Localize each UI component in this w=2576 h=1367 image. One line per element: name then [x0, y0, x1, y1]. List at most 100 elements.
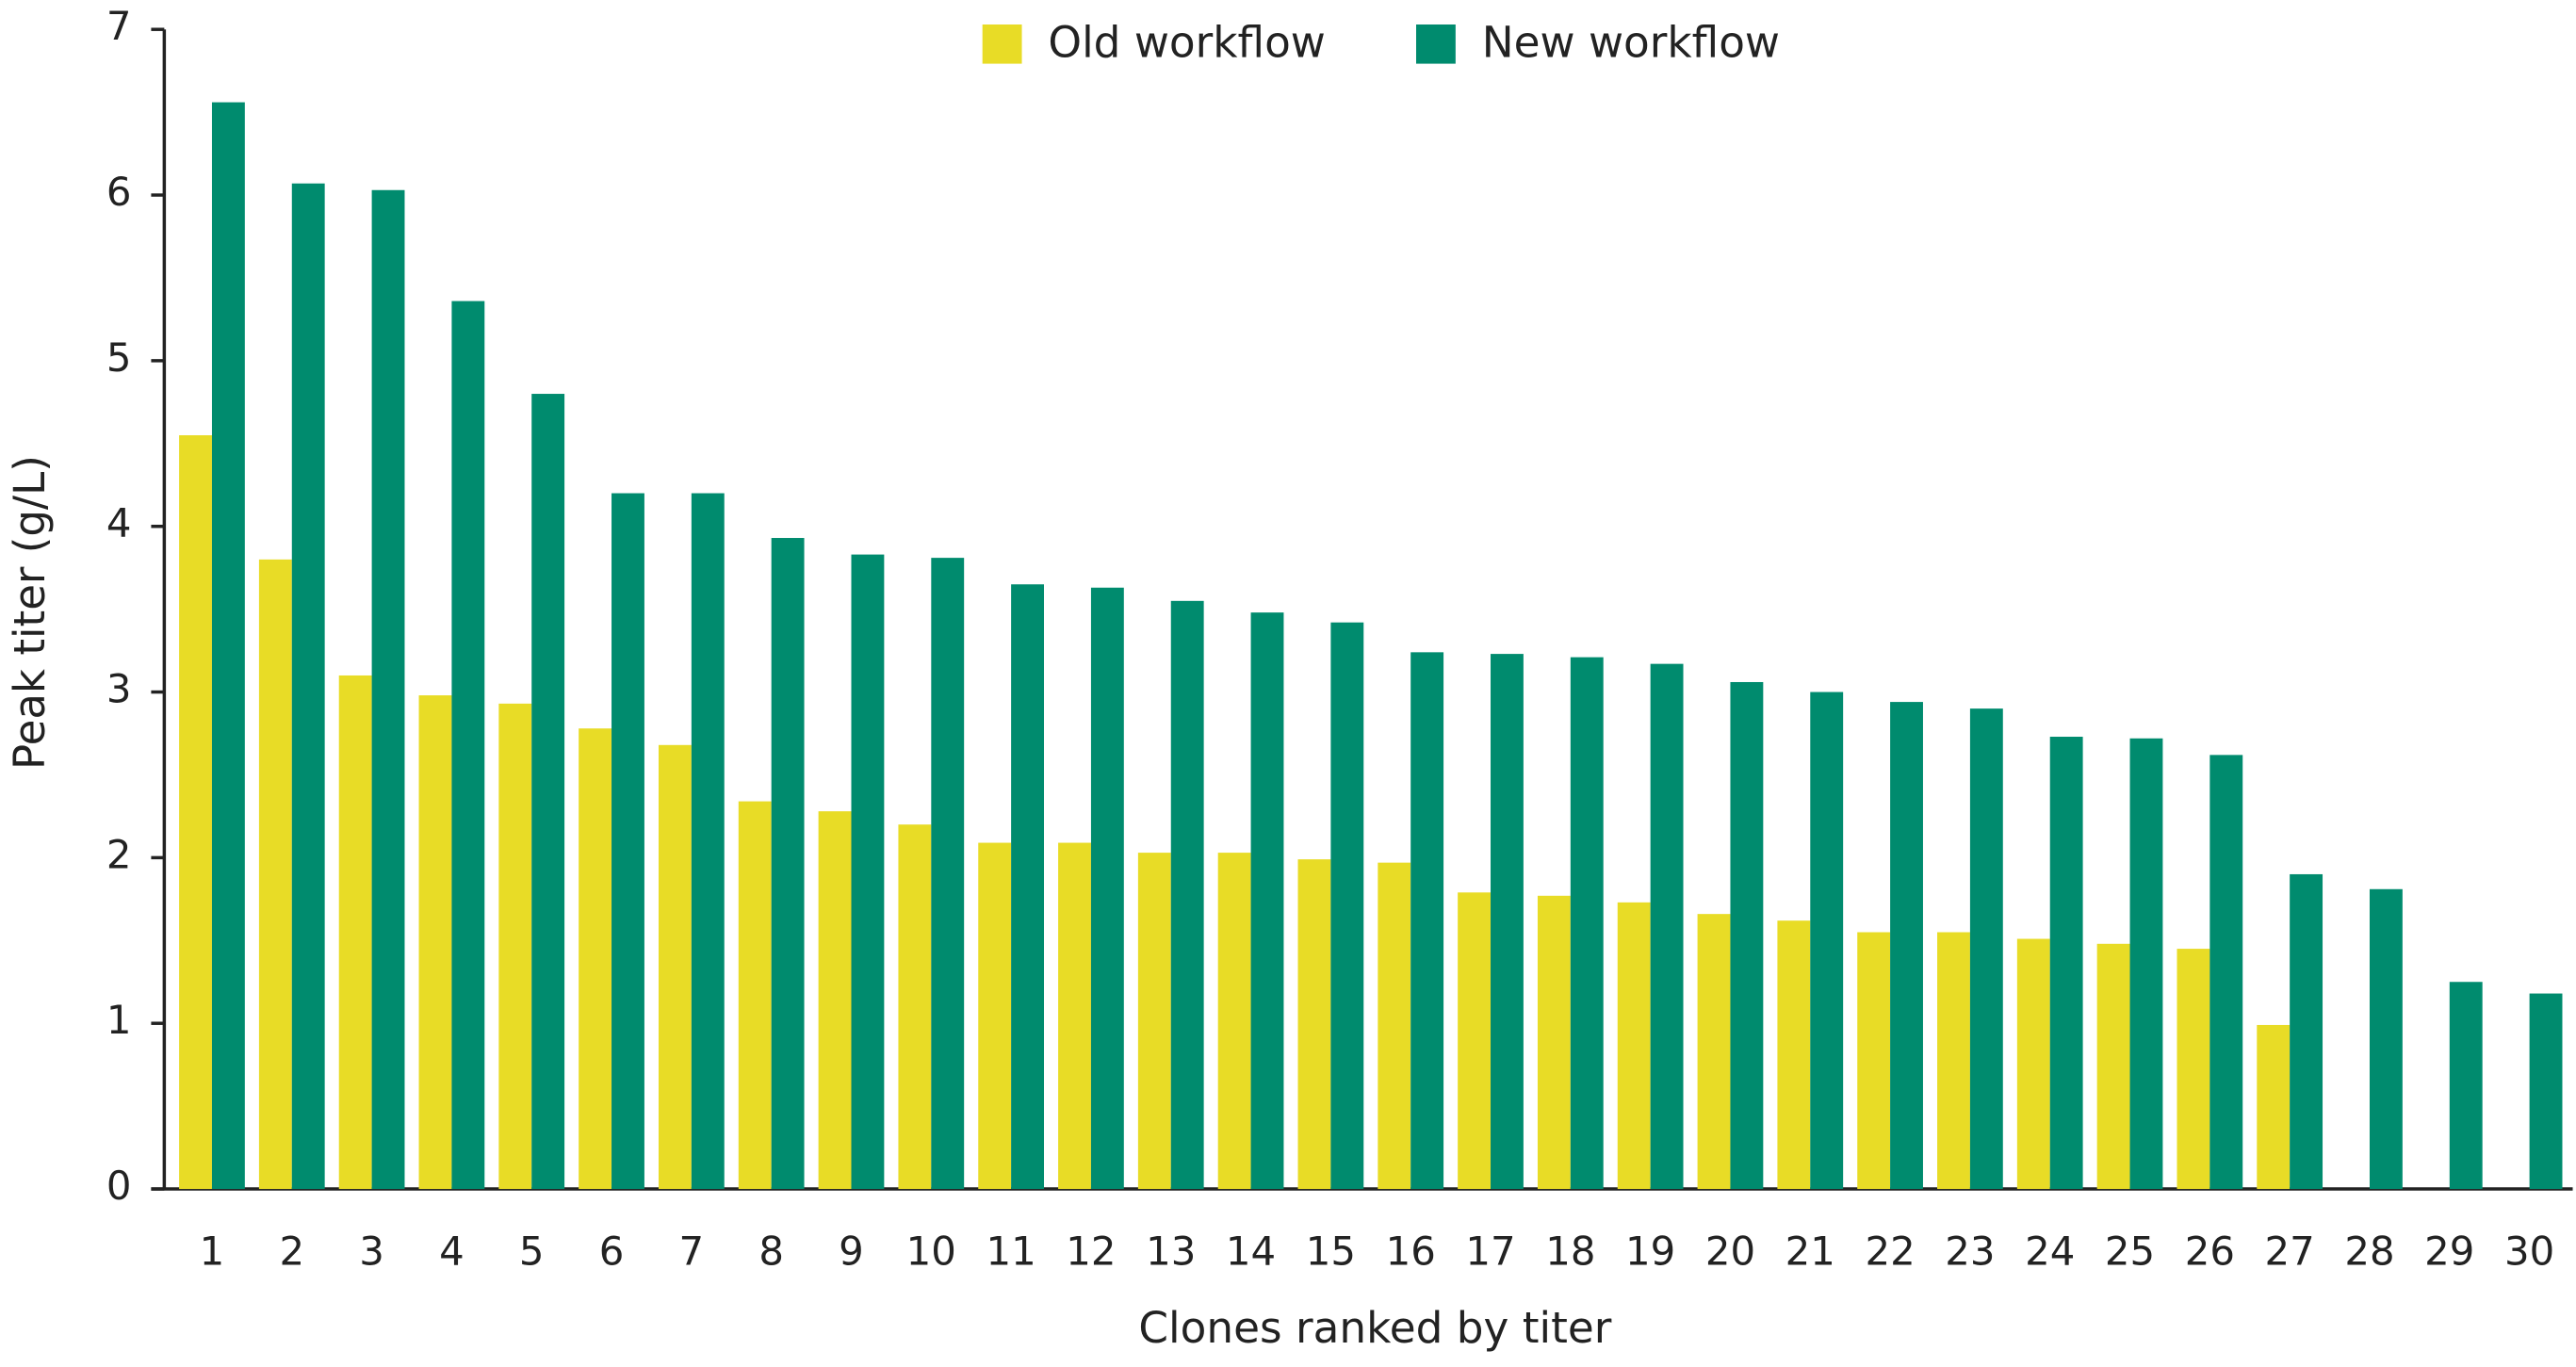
x-tick-label: 10	[906, 1228, 956, 1274]
x-tick-label: 24	[2025, 1228, 2075, 1274]
bar	[418, 695, 452, 1190]
bar	[1011, 584, 1044, 1190]
bar	[931, 558, 965, 1190]
x-tick-label: 15	[1306, 1228, 1356, 1274]
x-tick-label: 30	[2504, 1228, 2554, 1274]
y-axis-title: Peak titer (g/L)	[5, 455, 55, 770]
x-tick-label: 13	[1146, 1228, 1196, 1274]
bar	[738, 801, 772, 1190]
x-tick-label: 26	[2185, 1228, 2235, 1274]
bar	[1890, 702, 1923, 1190]
bar	[2449, 982, 2483, 1190]
x-tick-label: 3	[359, 1228, 384, 1274]
legend-label: Old workflow	[1048, 18, 1325, 68]
bar	[1537, 895, 1571, 1190]
bar	[851, 554, 885, 1190]
bar	[1090, 587, 1124, 1190]
bar	[818, 811, 852, 1190]
bar	[1857, 932, 1891, 1190]
bar	[978, 842, 1012, 1190]
bar	[2290, 873, 2323, 1190]
x-tick-label: 17	[1465, 1228, 1515, 1274]
x-tick-label: 21	[1785, 1228, 1835, 1274]
bar	[451, 301, 485, 1190]
x-tick-label: 14	[1226, 1228, 1276, 1274]
bar	[1777, 920, 1811, 1190]
bar	[2369, 888, 2403, 1190]
bar	[2177, 949, 2210, 1190]
x-tick-label: 16	[1386, 1228, 1436, 1274]
bar	[2129, 738, 2163, 1190]
x-tick-label: 6	[599, 1228, 625, 1274]
x-tick-label: 20	[1705, 1228, 1755, 1274]
bar	[2209, 755, 2243, 1190]
bar	[1217, 853, 1251, 1190]
bar	[611, 493, 644, 1190]
bar	[691, 493, 725, 1190]
x-axis-title: Clones ranked by titer	[1138, 1303, 1611, 1353]
x-tick-label: 29	[2424, 1228, 2474, 1274]
bar	[1458, 892, 1492, 1190]
x-tick-label: 11	[986, 1228, 1035, 1274]
y-tick-label: 4	[106, 500, 132, 546]
x-tick-label: 22	[1865, 1228, 1915, 1274]
bar	[1330, 622, 1364, 1190]
bar	[1697, 914, 1731, 1190]
bar	[1617, 902, 1651, 1190]
bar	[1570, 657, 1604, 1190]
bar	[1250, 612, 1284, 1190]
legend-swatch	[982, 24, 1022, 64]
bar	[1378, 862, 1411, 1190]
bar	[498, 703, 532, 1190]
legend-label: New workflow	[1482, 18, 1780, 68]
x-tick-label: 2	[279, 1228, 304, 1274]
bar	[2016, 938, 2050, 1190]
bar	[338, 675, 372, 1190]
x-tick-label: 25	[2105, 1228, 2155, 1274]
x-tick-label: 8	[758, 1228, 784, 1274]
bar	[1170, 600, 1204, 1190]
bar	[371, 189, 405, 1190]
bar	[258, 559, 292, 1190]
x-tick-label: 19	[1625, 1228, 1675, 1274]
x-tick-label: 5	[519, 1228, 545, 1274]
bar	[1410, 652, 1444, 1190]
bar	[2096, 943, 2130, 1190]
bar	[1810, 692, 1844, 1190]
x-tick-label: 27	[2265, 1228, 2315, 1274]
bar	[291, 183, 325, 1190]
y-tick-label: 5	[106, 334, 132, 381]
x-tick-label: 7	[679, 1228, 705, 1274]
bar	[2529, 993, 2563, 1190]
y-tick-label: 7	[106, 3, 132, 49]
bar	[1297, 859, 1331, 1190]
bar	[1730, 681, 1764, 1190]
bar	[898, 824, 932, 1190]
legend-swatch	[1416, 24, 1456, 64]
y-tick-label: 1	[106, 997, 132, 1043]
x-tick-label: 4	[439, 1228, 465, 1274]
bar	[1937, 932, 1970, 1190]
bar	[531, 394, 565, 1190]
y-tick-label: 3	[106, 666, 132, 712]
y-tick-label: 0	[106, 1163, 132, 1209]
bar	[658, 744, 692, 1190]
bar	[1058, 842, 1091, 1190]
x-tick-label: 9	[839, 1228, 864, 1274]
bar	[211, 102, 245, 1190]
bar	[1650, 663, 1684, 1190]
bar	[179, 434, 212, 1190]
bar	[1969, 708, 2003, 1190]
x-tick-label: 18	[1545, 1228, 1595, 1274]
bar	[2257, 1024, 2291, 1190]
y-tick-label: 6	[106, 169, 132, 215]
bar	[1137, 853, 1171, 1190]
x-tick-label: 12	[1066, 1228, 1116, 1274]
x-tick-label: 1	[200, 1228, 225, 1274]
x-tick-label: 23	[1945, 1228, 1995, 1274]
bar	[1491, 654, 1524, 1190]
bar	[579, 728, 612, 1190]
bar	[2049, 737, 2083, 1190]
